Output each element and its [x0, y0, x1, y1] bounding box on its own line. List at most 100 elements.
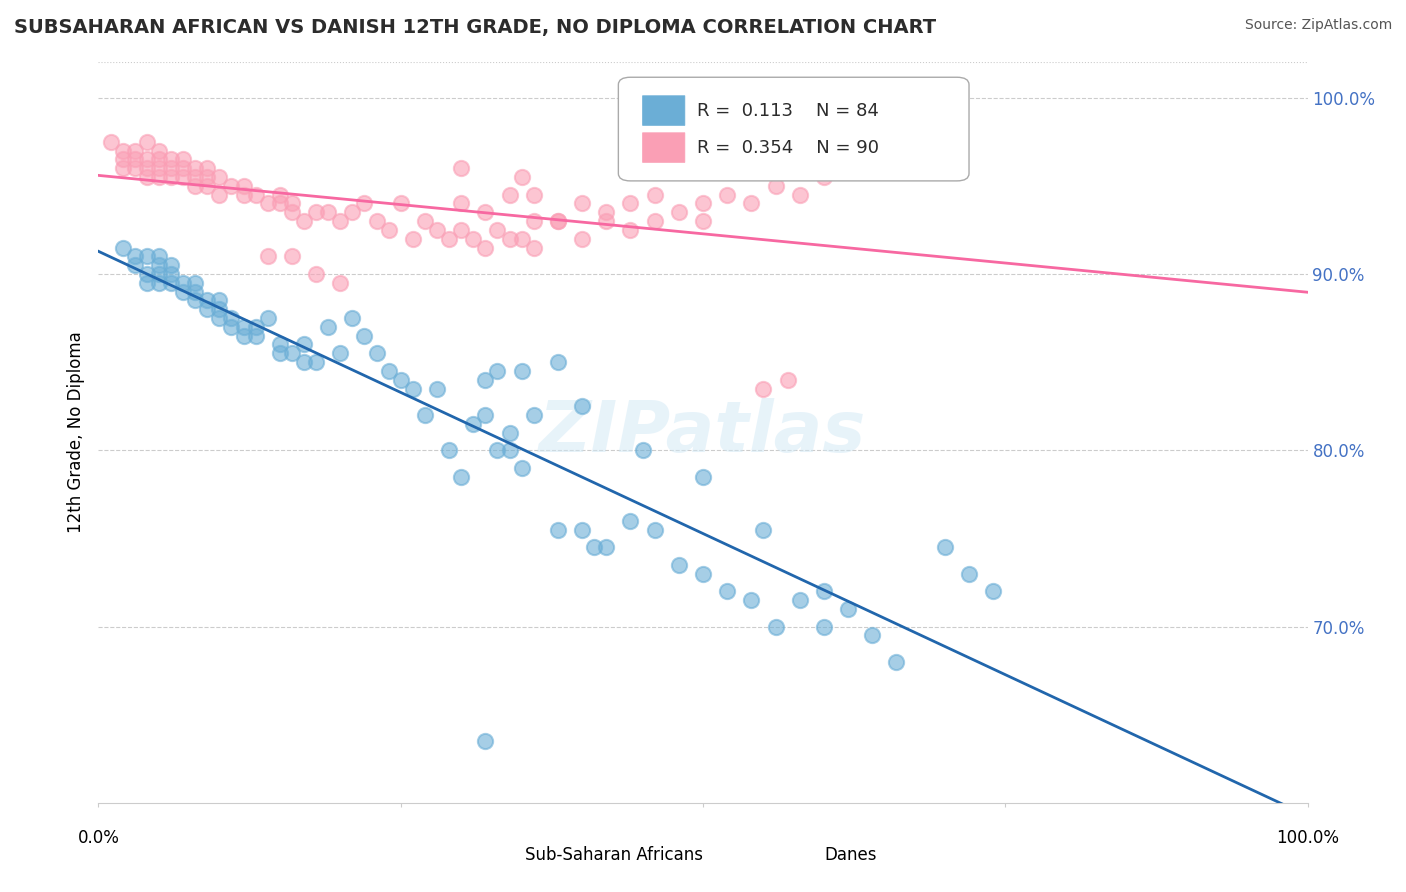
Point	[692, 566, 714, 581]
Point	[813, 584, 835, 599]
Point	[692, 214, 714, 228]
Point	[765, 178, 787, 193]
Point	[292, 337, 315, 351]
Point	[281, 205, 304, 219]
Point	[148, 153, 170, 167]
Point	[208, 169, 231, 184]
Text: Danes: Danes	[824, 846, 876, 863]
Point	[437, 232, 460, 246]
Point	[740, 593, 762, 607]
Point	[547, 214, 569, 228]
Point	[934, 540, 956, 554]
Point	[172, 161, 194, 176]
Point	[184, 161, 207, 176]
Point	[886, 655, 908, 669]
Point	[124, 161, 146, 176]
Point	[135, 169, 157, 184]
Point	[450, 223, 472, 237]
FancyBboxPatch shape	[619, 78, 969, 181]
Point	[256, 311, 278, 326]
Point	[631, 443, 654, 458]
Point	[353, 328, 375, 343]
Point	[595, 540, 617, 554]
Point	[353, 196, 375, 211]
Point	[195, 302, 218, 317]
Point	[402, 382, 425, 396]
Point	[486, 364, 509, 378]
Point	[245, 319, 267, 334]
Point	[510, 461, 533, 475]
Point	[305, 267, 328, 281]
Point	[135, 249, 157, 263]
Point	[837, 602, 859, 616]
Point	[474, 205, 496, 219]
Point	[426, 223, 449, 237]
FancyBboxPatch shape	[643, 133, 685, 162]
Point	[463, 232, 485, 246]
Point	[498, 425, 520, 440]
Point	[269, 346, 291, 360]
Point	[510, 232, 533, 246]
Point	[124, 258, 146, 272]
Point	[148, 276, 170, 290]
Point	[160, 267, 183, 281]
Point	[292, 355, 315, 369]
Point	[571, 399, 593, 413]
Point	[450, 196, 472, 211]
Point	[195, 293, 218, 308]
Point	[269, 187, 291, 202]
Point	[463, 417, 485, 431]
Text: 100.0%: 100.0%	[1277, 830, 1339, 847]
Point	[619, 514, 641, 528]
Point	[571, 523, 593, 537]
Point	[498, 443, 520, 458]
Point	[148, 267, 170, 281]
Point	[305, 355, 328, 369]
Point	[668, 558, 690, 572]
FancyBboxPatch shape	[546, 845, 576, 866]
Point	[135, 135, 157, 149]
Point	[329, 346, 352, 360]
Point	[981, 584, 1004, 599]
Point	[474, 408, 496, 422]
Point	[281, 346, 304, 360]
Point	[292, 214, 315, 228]
Point	[135, 267, 157, 281]
Point	[776, 373, 799, 387]
Point	[316, 319, 339, 334]
Point	[583, 540, 606, 554]
Point	[148, 169, 170, 184]
Point	[160, 153, 183, 167]
Point	[148, 258, 170, 272]
Point	[160, 169, 183, 184]
Point	[789, 187, 811, 202]
Point	[510, 169, 533, 184]
Point	[221, 311, 243, 326]
Point	[100, 135, 122, 149]
Point	[716, 584, 738, 599]
Point	[413, 214, 436, 228]
Point	[752, 382, 775, 396]
Point	[329, 214, 352, 228]
Point	[450, 469, 472, 483]
Point	[232, 319, 254, 334]
Point	[813, 169, 835, 184]
Point	[523, 187, 546, 202]
Point	[366, 346, 388, 360]
Point	[366, 214, 388, 228]
Point	[208, 302, 231, 317]
Point	[245, 187, 267, 202]
Point	[860, 628, 883, 642]
Point	[474, 373, 496, 387]
Point	[402, 232, 425, 246]
Point	[765, 619, 787, 633]
Point	[789, 593, 811, 607]
Point	[619, 223, 641, 237]
Point	[305, 205, 328, 219]
Point	[184, 169, 207, 184]
Point	[595, 205, 617, 219]
Point	[498, 187, 520, 202]
Point	[208, 187, 231, 202]
Point	[281, 196, 304, 211]
Point	[111, 144, 134, 158]
